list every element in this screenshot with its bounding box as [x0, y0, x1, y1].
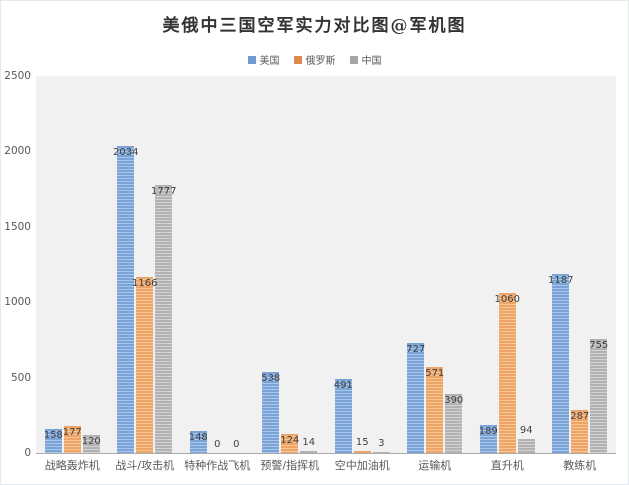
bar-series0-cat3: 538	[261, 371, 281, 453]
bar-series2-cat4: 3	[372, 438, 390, 453]
y-tick-label: 500	[10, 371, 31, 384]
bar-value-label: 1777	[151, 186, 177, 198]
legend-item-1: 俄罗斯	[293, 52, 336, 67]
bar-value-label: 491	[333, 379, 353, 391]
bar-value-label: 727	[406, 344, 426, 356]
bar-series0-cat6: 189	[478, 424, 498, 453]
bar-series0-cat0: 158	[43, 429, 63, 453]
bar-value-label: 189	[478, 425, 498, 437]
plot-area: 158 177 120 2034 1166 1777 148 0 0 538 124 14 491 15 3…	[36, 76, 616, 454]
bar-value-label: 755	[589, 340, 609, 352]
y-tick-label: 1500	[4, 220, 31, 233]
bar-series2-cat3: 14	[300, 437, 318, 453]
bar-value-label: 287	[570, 410, 590, 422]
bar-group-6: 189 1060 94	[471, 76, 544, 453]
x-axis-label-6: 直升机	[490, 459, 524, 472]
bar-value-label: 177	[62, 427, 82, 439]
bar-series2-cat1: 1777	[151, 185, 176, 453]
x-axis-label-1: 战斗/攻击机	[115, 459, 175, 472]
bar-series1-cat6: 1060	[495, 293, 520, 453]
bar-value-label: 390	[444, 395, 464, 407]
bar-group-7: 1187 287 755	[544, 76, 617, 453]
legend-swatch-icon	[349, 55, 358, 64]
legend-label: 中国	[361, 56, 382, 67]
bar-group-1: 2034 1166 1777	[109, 76, 182, 453]
bar-value-label: 1166	[132, 278, 158, 290]
bar-value-label: 1187	[548, 275, 574, 287]
legend-item-2: 中国	[349, 52, 382, 67]
bar-group-3: 538 124 14	[254, 76, 327, 453]
bar-value-label: 538	[261, 372, 281, 384]
bar-groups: 158 177 120 2034 1166 1777 148 0 0 538 124 14 491 15 3…	[36, 76, 616, 453]
y-tick-label: 0	[24, 447, 31, 459]
legend: 美国 俄罗斯 中国	[1, 52, 628, 67]
bar-series1-cat3: 124	[280, 434, 300, 453]
bar-value-label: 1060	[494, 294, 520, 306]
bar-value-label: 120	[81, 435, 101, 447]
bar-value-label: 94	[519, 424, 533, 436]
bar-value-label: 571	[425, 367, 445, 379]
x-axis-label-4: 空中加油机	[334, 459, 390, 472]
bar-group-4: 491 15 3	[326, 76, 399, 453]
bar-series2-cat6: 94	[517, 425, 535, 453]
bar-series1-cat0: 177	[62, 426, 82, 453]
bar-series0-cat2: 148	[188, 430, 208, 453]
bar-value-label: 3	[378, 438, 385, 449]
bar-series0-cat4: 491	[333, 378, 353, 453]
bar-value-label: 2034	[113, 147, 139, 159]
bar-series0-cat1: 2034	[113, 146, 138, 453]
bar-group-2: 148 0 0	[181, 76, 254, 453]
x-axis-label-3: 预警/指挥机	[260, 459, 320, 472]
x-axis-label-0: 战略轰炸机	[44, 459, 100, 472]
bar-series1-cat4: 15	[353, 437, 371, 453]
bar-value-label: 0	[214, 439, 221, 450]
legend-swatch-icon	[247, 55, 256, 64]
y-tick-label: 2000	[4, 145, 31, 158]
bar-series0-cat7: 1187	[548, 274, 573, 453]
bar-value-label: 14	[302, 436, 316, 448]
legend-swatch-icon	[293, 55, 302, 64]
x-axis-label-7: 教练机	[563, 459, 597, 472]
bar-series2-cat7: 755	[589, 339, 609, 453]
legend-label: 俄罗斯	[305, 56, 336, 67]
bar-series2-cat0: 120	[81, 434, 101, 453]
bar-group-0: 158 177 120	[36, 76, 109, 453]
bar-group-5: 727 571 390	[399, 76, 472, 453]
bar-series0-cat5: 727	[406, 343, 426, 453]
bar-value-label: 15	[355, 436, 369, 448]
y-tick-label: 1000	[4, 296, 31, 309]
y-axis: 0 500 1000 1500 2000 2500	[1, 70, 31, 459]
legend-item-0: 美国	[247, 52, 280, 67]
legend-label: 美国	[259, 56, 280, 67]
x-axis-label-2: 特种作战飞机	[184, 459, 251, 472]
x-axis-label-5: 运输机	[418, 459, 452, 472]
x-axis-labels: 战略轰炸机 战斗/攻击机 特种作战飞机 预警/指挥机 空中加油机 运输机 直升机 教练机	[36, 457, 616, 473]
bar-value-label: 148	[188, 431, 208, 443]
bar-value-label: 158	[43, 430, 63, 442]
bar-series2-cat5: 390	[444, 394, 464, 453]
chart-title: 美俄中三国空军实力对比图@军机图	[162, 16, 467, 36]
bar-series1-cat5: 571	[425, 366, 445, 453]
bar-value-label: 124	[280, 435, 300, 447]
bar-series1-cat1: 1166	[132, 277, 157, 453]
y-tick-label: 2500	[4, 70, 31, 82]
bar-value-label: 0	[233, 439, 240, 450]
bar-series1-cat7: 287	[570, 409, 590, 453]
